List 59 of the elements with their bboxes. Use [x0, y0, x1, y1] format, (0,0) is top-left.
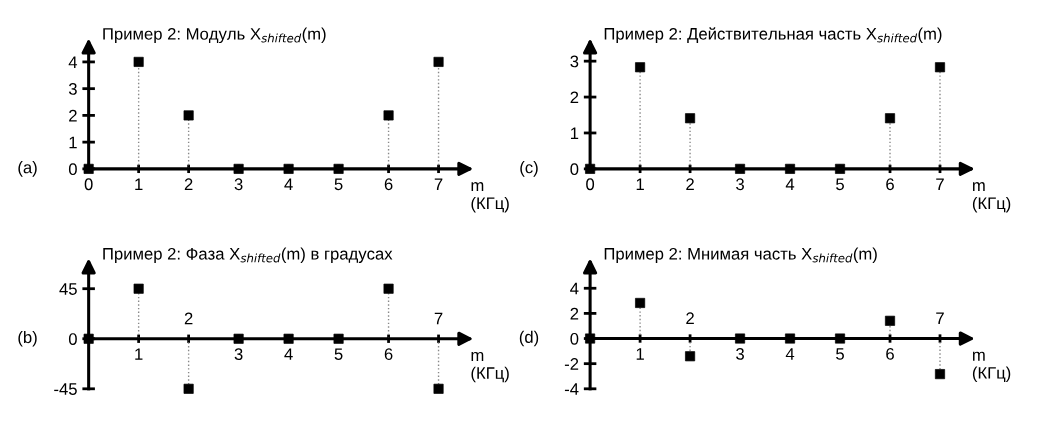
x-tick-label: 4	[785, 348, 795, 360]
y-tick-label: 0	[68, 333, 77, 345]
y-tick-label: 2	[570, 91, 579, 104]
x-axis-title: m (КГц)	[471, 351, 509, 383]
chart-title: Пример 2: Действительная часть X$_{shifted}$(m)	[604, 27, 942, 44]
x-tick-label: 6	[384, 348, 393, 361]
x-tick-label: 7	[434, 178, 443, 190]
x2-tick-label: 7	[434, 312, 443, 325]
x-tick-label: 7	[936, 178, 944, 190]
x-axis-title: m (КГц)	[471, 182, 509, 213]
x-tick-label: 4	[785, 178, 795, 190]
y-tick-label: 4	[570, 282, 579, 295]
y-tick-label: 2	[69, 109, 77, 122]
x2-tick-label: 7	[936, 312, 944, 324]
text: (b)	[18, 330, 37, 347]
x-tick-label: 1	[636, 348, 644, 360]
y-tick-label: 2	[570, 307, 579, 320]
x-tick-label: 3	[234, 348, 243, 361]
x-tick-label: 4	[284, 348, 293, 360]
y-tick-label: 0	[68, 163, 77, 176]
x-tick-label: 1	[636, 178, 644, 190]
x-axis-title: m (КГц)	[972, 351, 1011, 383]
chart-title: Пример 2: Мнимая часть X$_{shifted}$(m)	[604, 247, 877, 263]
x-tick-label: 5	[334, 178, 343, 191]
x-tick-label: 1	[135, 178, 143, 190]
x-tick-label: 4	[284, 178, 293, 190]
x-tick-label: 0	[586, 178, 595, 191]
text: (d)	[519, 330, 539, 347]
x-tick-label: 2	[184, 178, 193, 190]
x-tick-label: 3	[234, 178, 243, 191]
chart-title: Пример 2: Модуль X$_{shifted}$(m)	[103, 27, 326, 44]
x-tick-label: 3	[736, 348, 744, 360]
text: (a)	[18, 161, 37, 177]
x-tick-label: 5	[334, 348, 343, 361]
y-tick-label: 1	[571, 127, 579, 140]
text: (c)	[520, 161, 538, 177]
y-tick-label: 1	[69, 136, 77, 149]
x-tick-label: 5	[836, 348, 844, 360]
x-tick-label: 6	[886, 348, 894, 360]
x-tick-label: 6	[886, 178, 894, 191]
x-axis-title: m (КГц)	[972, 182, 1011, 213]
y-tick-label: 0	[570, 163, 579, 176]
x-tick-label: 5	[836, 178, 844, 191]
x-tick-label: 2	[686, 178, 694, 190]
x-tick-label: 0	[84, 178, 93, 191]
x-tick-label: 6	[384, 178, 393, 191]
x-tick-label: 3	[736, 178, 744, 191]
y-tick-label: 3	[68, 83, 77, 95]
y-tick-label: 45	[59, 283, 77, 295]
y-tick-label: 0	[570, 332, 579, 345]
x2-tick-label: 2	[686, 312, 694, 324]
y-tick-label: 4	[68, 56, 78, 68]
chart-title: Пример 2: Фаза X$_{shifted}$(m) в градусах	[103, 247, 393, 263]
y-tick-label: -4	[564, 383, 579, 395]
y-tick-label: -2	[564, 358, 579, 370]
y-tick-label: 3	[570, 55, 579, 68]
x-tick-label: 1	[135, 348, 143, 360]
x2-tick-label: 2	[184, 312, 193, 325]
y-tick-label: -45	[54, 383, 77, 395]
